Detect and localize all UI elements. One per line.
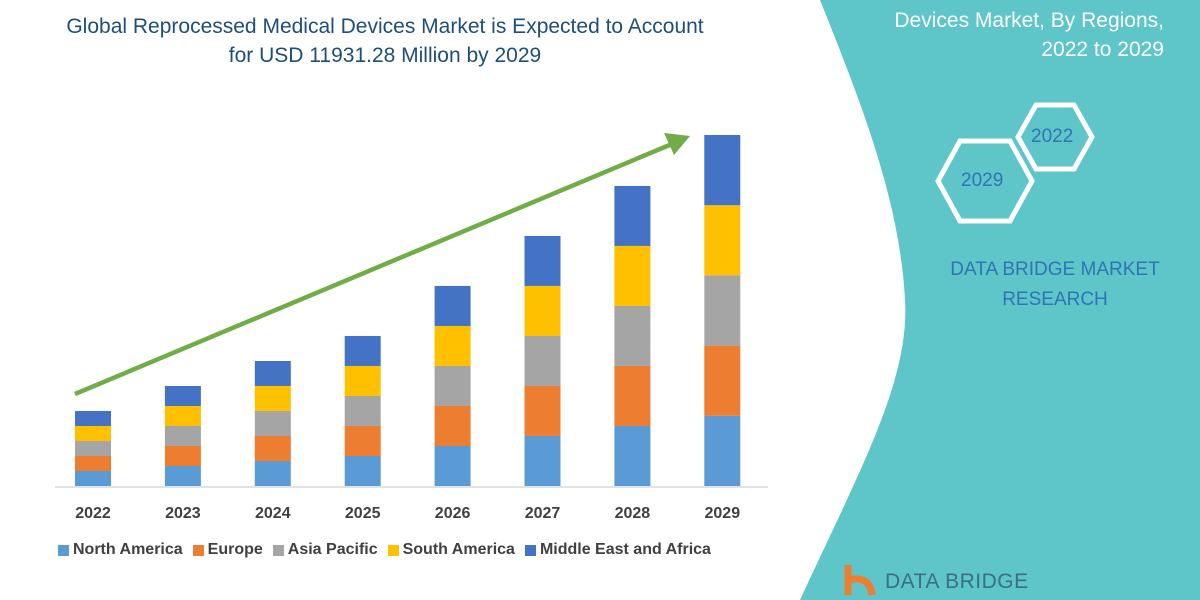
chart-title: Global Reprocessed Medical Devices Marke… bbox=[66, 15, 704, 67]
x-tick-label: 2025 bbox=[345, 505, 381, 522]
bar-segment bbox=[254, 435, 291, 461]
bar-segment bbox=[524, 435, 561, 486]
bar-segment bbox=[164, 405, 201, 426]
bar-segment bbox=[344, 455, 381, 486]
bar-segment bbox=[614, 425, 651, 486]
legend-label: Asia Pacific bbox=[287, 541, 378, 558]
bar-segment bbox=[344, 365, 381, 396]
legend-swatch bbox=[524, 544, 536, 556]
legend-item: Middle East and Africa bbox=[524, 541, 711, 559]
legend-swatch bbox=[387, 544, 399, 556]
bar-segment bbox=[614, 365, 651, 426]
bar-segment bbox=[254, 385, 291, 411]
hex-label-2029: 2029 bbox=[961, 170, 1004, 191]
logo-icon bbox=[844, 565, 876, 596]
x-tick-label: 2022 bbox=[75, 505, 111, 522]
hexagon-2022 bbox=[1015, 102, 1095, 172]
bar-segment bbox=[704, 415, 741, 486]
hexagon-2029 bbox=[935, 138, 1035, 224]
bar-segment bbox=[254, 460, 291, 486]
bar-segment bbox=[434, 285, 471, 326]
legend-item: Asia Pacific bbox=[272, 541, 378, 559]
bar-segment bbox=[254, 410, 291, 436]
legend-item: South America bbox=[387, 541, 515, 559]
bar-segment bbox=[524, 235, 561, 286]
bar-segment bbox=[164, 445, 201, 466]
legend-label: South America bbox=[402, 541, 515, 558]
bar-segment bbox=[75, 455, 111, 471]
bar-segment bbox=[704, 135, 741, 206]
bar-segment bbox=[614, 185, 651, 246]
bar-segment bbox=[524, 335, 561, 386]
bar-segment bbox=[254, 360, 291, 386]
bar-segment bbox=[434, 365, 471, 406]
bar-segment bbox=[344, 395, 381, 426]
chart-area: 2022 2023 2024 2025 2026 2027 2028 2029 bbox=[55, 133, 768, 522]
x-tick-label: 2026 bbox=[435, 505, 471, 522]
hex-label-2022: 2022 bbox=[1031, 126, 1074, 147]
bar-segment bbox=[704, 345, 741, 416]
side-title: Devices Market, By Regions, 2022 to 2029 bbox=[894, 6, 1164, 64]
teal-panel bbox=[800, 0, 1200, 600]
x-tick-label: 2029 bbox=[705, 505, 741, 522]
logo-text: DATA BRIDGE bbox=[885, 570, 1029, 593]
bar-segment bbox=[524, 285, 561, 336]
bar-segment bbox=[614, 305, 651, 366]
bar-segment bbox=[344, 335, 381, 366]
bar-segment bbox=[434, 325, 471, 366]
bar-segment bbox=[75, 425, 111, 441]
bar-segment bbox=[704, 205, 741, 276]
bar-segment bbox=[434, 405, 471, 446]
bar-segment bbox=[75, 440, 111, 456]
bar-segment bbox=[75, 410, 111, 426]
bar-segment bbox=[704, 275, 741, 346]
bar-segment bbox=[344, 425, 381, 456]
x-tick-label: 2027 bbox=[525, 505, 561, 522]
bar-segment bbox=[524, 385, 561, 436]
x-tick-label: 2023 bbox=[165, 505, 201, 522]
legend-item: Europe bbox=[192, 541, 263, 559]
bar-segment bbox=[434, 445, 471, 486]
legend-label: North America bbox=[73, 541, 183, 558]
trend-arrow bbox=[74, 141, 673, 397]
x-tick-label: 2028 bbox=[615, 505, 651, 522]
legend-item: North America bbox=[58, 541, 183, 559]
bar-segment bbox=[614, 245, 651, 306]
trend-arrow-head bbox=[664, 133, 690, 155]
legend-label: Europe bbox=[207, 541, 263, 558]
legend-swatch bbox=[58, 544, 69, 556]
legend-swatch bbox=[272, 544, 284, 556]
bar-segment bbox=[75, 470, 111, 486]
side-title-line: 2022 to 2029 bbox=[1041, 38, 1164, 61]
side-title-line: Devices Market, By Regions, bbox=[894, 9, 1164, 32]
legend-swatch bbox=[192, 544, 204, 556]
bar-segment bbox=[164, 385, 201, 406]
legend: North America Europe Asia Pacific South … bbox=[58, 541, 711, 559]
legend-label: Middle East and Africa bbox=[539, 541, 711, 558]
x-tick-label: 2024 bbox=[255, 505, 291, 522]
bar-segment bbox=[164, 425, 201, 446]
brand-text: DATA BRIDGE MARKET RESEARCH bbox=[950, 259, 1160, 310]
bar-segment bbox=[164, 465, 201, 486]
